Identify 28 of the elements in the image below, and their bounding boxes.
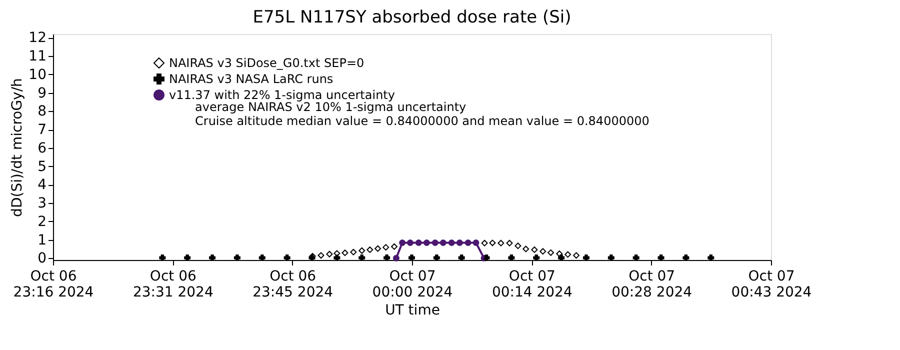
x-tick-label: Oct 07 00:43 2024 [731,268,812,300]
x-tick-label: Oct 06 23:31 2024 [132,268,214,300]
y-tick-label: 9 [38,85,46,102]
y-tick-label: 8 [38,104,46,120]
y-tick-label: 3 [38,196,46,212]
annotation: average NAIRAS v2 10% 1-sigma uncertainty [195,100,466,114]
y-tick-label: 11 [28,48,46,65]
y-tick-label: 5 [38,158,46,175]
x-tick-label: Oct 07 00:14 2024 [492,268,572,300]
legend-label: NAIRAS v3 NASA LaRC runs [169,72,334,86]
x-tick-label: Oct 07 00:28 2024 [612,268,692,300]
chart-title: E75L N117SY absorbed dose rate (Si) [252,8,572,28]
legend-label: v11.37 with 22% 1-sigma uncertainty [169,88,395,102]
y-tick-label: 12 [28,30,46,46]
annotation: Cruise altitude median value = 0.84000000 and mean value = 0.84000000 [195,114,650,128]
y-axis-title: dD(Si)/dt microGy/h [10,78,26,217]
y-tick-label: 0 [38,250,46,267]
y-tick-label: 6 [38,140,47,156]
x-tick-label: Oct 06 23:16 2024 [13,268,94,300]
y-tick-label: 1 [38,232,46,248]
x-tick-label: Oct 06 23:45 2024 [252,268,334,300]
y-tick-label: 7 [38,122,46,138]
x-axis-title: UT time [385,302,440,318]
y-tick-label: 10 [28,66,46,83]
y-tick-label: 4 [38,177,47,194]
x-tick-label: Oct 07 00:00 2024 [372,268,453,300]
legend-label: NAIRAS v3 SiDose_G0.txt SEP=0 [169,56,364,70]
y-tick-label: 2 [38,214,46,230]
